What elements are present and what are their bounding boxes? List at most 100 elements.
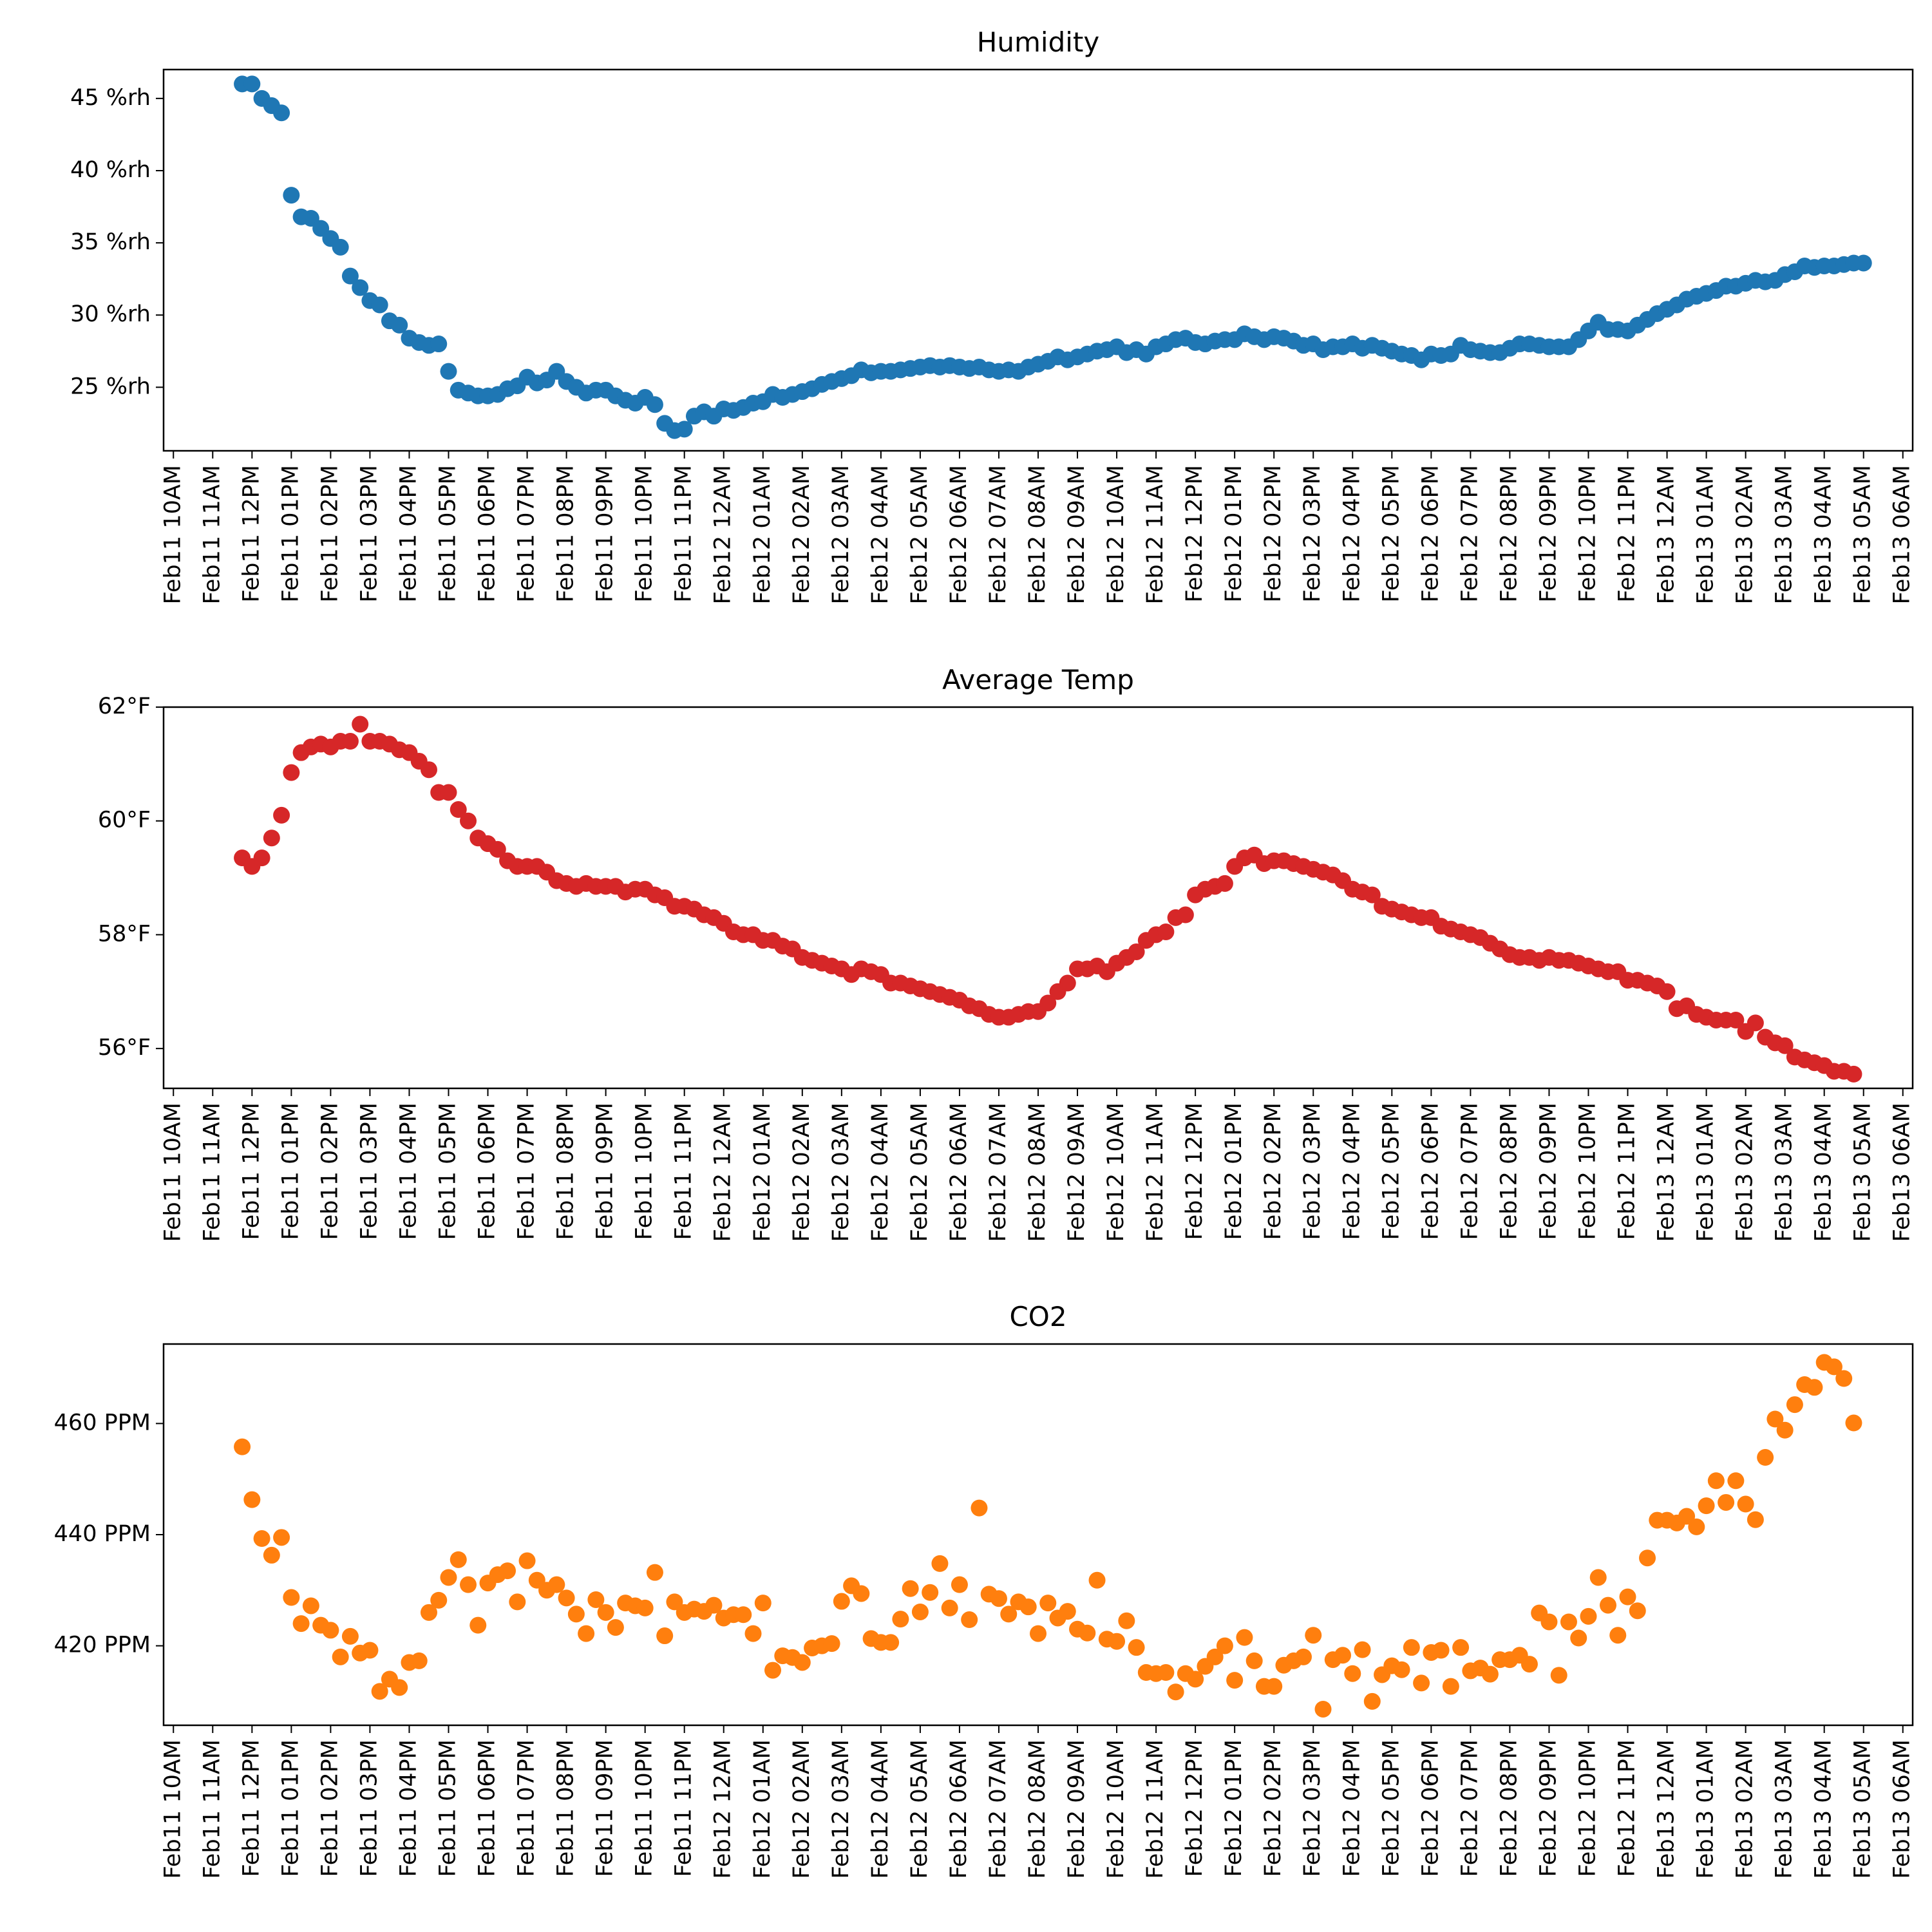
data-point — [656, 1627, 674, 1645]
panel-title: CO2 — [1009, 1301, 1066, 1332]
x-tick-label: Feb11 11PM — [671, 465, 697, 602]
x-tick-label: Feb12 12AM — [710, 465, 736, 604]
data-point — [1019, 1598, 1037, 1616]
plot-frame — [162, 706, 1914, 1090]
data-point — [558, 1589, 575, 1607]
data-point — [430, 336, 448, 353]
x-tick-label: Feb11 09PM — [592, 1739, 618, 1877]
x-tick-label: Feb13 02AM — [1732, 1739, 1758, 1879]
x-tick-label: Feb11 12PM — [238, 465, 264, 602]
data-point — [1216, 1637, 1233, 1654]
x-tick-label: Feb12 11PM — [1615, 1739, 1640, 1877]
x-tick-label: Feb12 11PM — [1615, 1103, 1640, 1240]
x-tick-label: Feb12 06PM — [1417, 1103, 1443, 1240]
data-point — [341, 267, 359, 285]
x-tick-label: Feb13 01AM — [1693, 465, 1719, 604]
data-point — [420, 761, 437, 779]
x-tick-label: Feb11 01PM — [278, 465, 303, 602]
data-point — [234, 1438, 251, 1455]
data-point — [1589, 1569, 1607, 1586]
data-point — [1128, 943, 1145, 960]
x-tick-label: Feb12 12AM — [710, 1739, 736, 1879]
x-tick-label: Feb13 12AM — [1654, 1103, 1680, 1242]
x-tick-label: Feb12 10PM — [1575, 465, 1600, 602]
x-tick-label: Feb11 12PM — [238, 1739, 264, 1877]
data-point — [1265, 1678, 1283, 1695]
x-tick-label: Feb13 04AM — [1811, 1739, 1837, 1879]
data-point — [1678, 1508, 1696, 1525]
panel-humidity: Humidity 25 %rh 30 %rh 35 %rh 40 %rh 45 %rh Fe… — [70, 26, 1915, 604]
x-tick-label: Feb12 07AM — [985, 1739, 1011, 1879]
data-point — [636, 1599, 654, 1616]
x-tick-label: Feb12 11AM — [1142, 1103, 1168, 1242]
data-point — [1845, 1065, 1862, 1083]
x-tick-label: Feb12 03PM — [1300, 1103, 1325, 1240]
data-point — [646, 1564, 663, 1581]
data-point — [1059, 1603, 1076, 1620]
data-point — [1039, 994, 1057, 1012]
x-tick-label: Feb12 08PM — [1496, 1103, 1522, 1240]
x-tick-label: Feb11 08PM — [553, 1739, 579, 1877]
y-tick-label: 60°F — [98, 808, 151, 833]
data-point — [1442, 1678, 1459, 1695]
data-point — [823, 1635, 840, 1653]
x-tick-label: Feb13 02AM — [1732, 465, 1758, 604]
x-tick-label: Feb12 03PM — [1300, 465, 1325, 602]
x-tick-label: Feb11 02PM — [317, 465, 343, 602]
x-tick-label: Feb11 06PM — [475, 465, 500, 602]
data-point — [646, 396, 663, 413]
data-point — [676, 421, 693, 438]
data-point — [1698, 1497, 1715, 1515]
data-point — [666, 1593, 683, 1611]
x-tick-label: Feb12 09PM — [1535, 1739, 1561, 1877]
data-point — [793, 1654, 811, 1671]
x-tick-label: Feb11 05PM — [435, 465, 460, 602]
data-point — [1294, 1648, 1312, 1665]
x-tick-label: Feb12 08PM — [1496, 1739, 1522, 1877]
data-point — [1363, 886, 1381, 904]
y-tick-label: 40 %rh — [70, 157, 151, 183]
data-point — [1560, 1613, 1577, 1631]
data-point — [460, 1576, 477, 1593]
data-point — [469, 1616, 487, 1634]
x-tick-label: Feb11 04PM — [395, 465, 421, 602]
x-tick-label: Feb11 11AM — [199, 1739, 225, 1879]
y-tick-label: 25 %rh — [70, 374, 151, 399]
x-tick-label: Feb11 06PM — [475, 1739, 500, 1877]
x-tick-label: Feb12 10AM — [1103, 465, 1129, 604]
data-point — [1413, 1674, 1430, 1692]
data-point — [253, 1530, 270, 1548]
x-tick-label: Feb11 07PM — [514, 465, 540, 602]
data-point — [1845, 1414, 1862, 1432]
data-point — [597, 1604, 614, 1621]
data-point — [283, 187, 300, 204]
data-point — [1079, 1624, 1096, 1642]
data-point — [911, 1603, 929, 1620]
panel-title: Average Temp — [942, 664, 1134, 696]
x-tick-label: Feb12 09AM — [1064, 1739, 1090, 1879]
x-tick-label: Feb12 12AM — [710, 1103, 736, 1242]
x-tick-label: Feb12 10AM — [1103, 1739, 1129, 1879]
x-tick-label: Feb11 11PM — [671, 1739, 697, 1877]
data-point — [1835, 1370, 1853, 1387]
x-tick-label: Feb11 05PM — [435, 1739, 460, 1877]
y-tick-label: 56°F — [98, 1035, 151, 1061]
x-tick-label: Feb11 11AM — [199, 1103, 225, 1242]
x-tick-label: Feb12 11AM — [1142, 1739, 1168, 1879]
x-tick-label: Feb11 10PM — [632, 1103, 658, 1240]
data-point — [1806, 1379, 1823, 1396]
data-point — [420, 1604, 437, 1621]
data-point — [1059, 974, 1076, 992]
data-point — [1334, 1647, 1352, 1664]
x-tick-label: Feb12 07PM — [1457, 1103, 1482, 1240]
x-tick-label: Feb12 10PM — [1575, 1739, 1600, 1877]
panel-title: Humidity — [977, 26, 1099, 58]
x-tick-label: Feb12 02AM — [789, 1739, 815, 1879]
data-point — [1747, 1511, 1764, 1528]
data-point — [961, 1611, 978, 1629]
data-point — [460, 812, 477, 829]
data-point — [1580, 1607, 1597, 1625]
data-point — [1855, 254, 1872, 272]
x-tick-label: Feb12 07PM — [1457, 465, 1482, 602]
